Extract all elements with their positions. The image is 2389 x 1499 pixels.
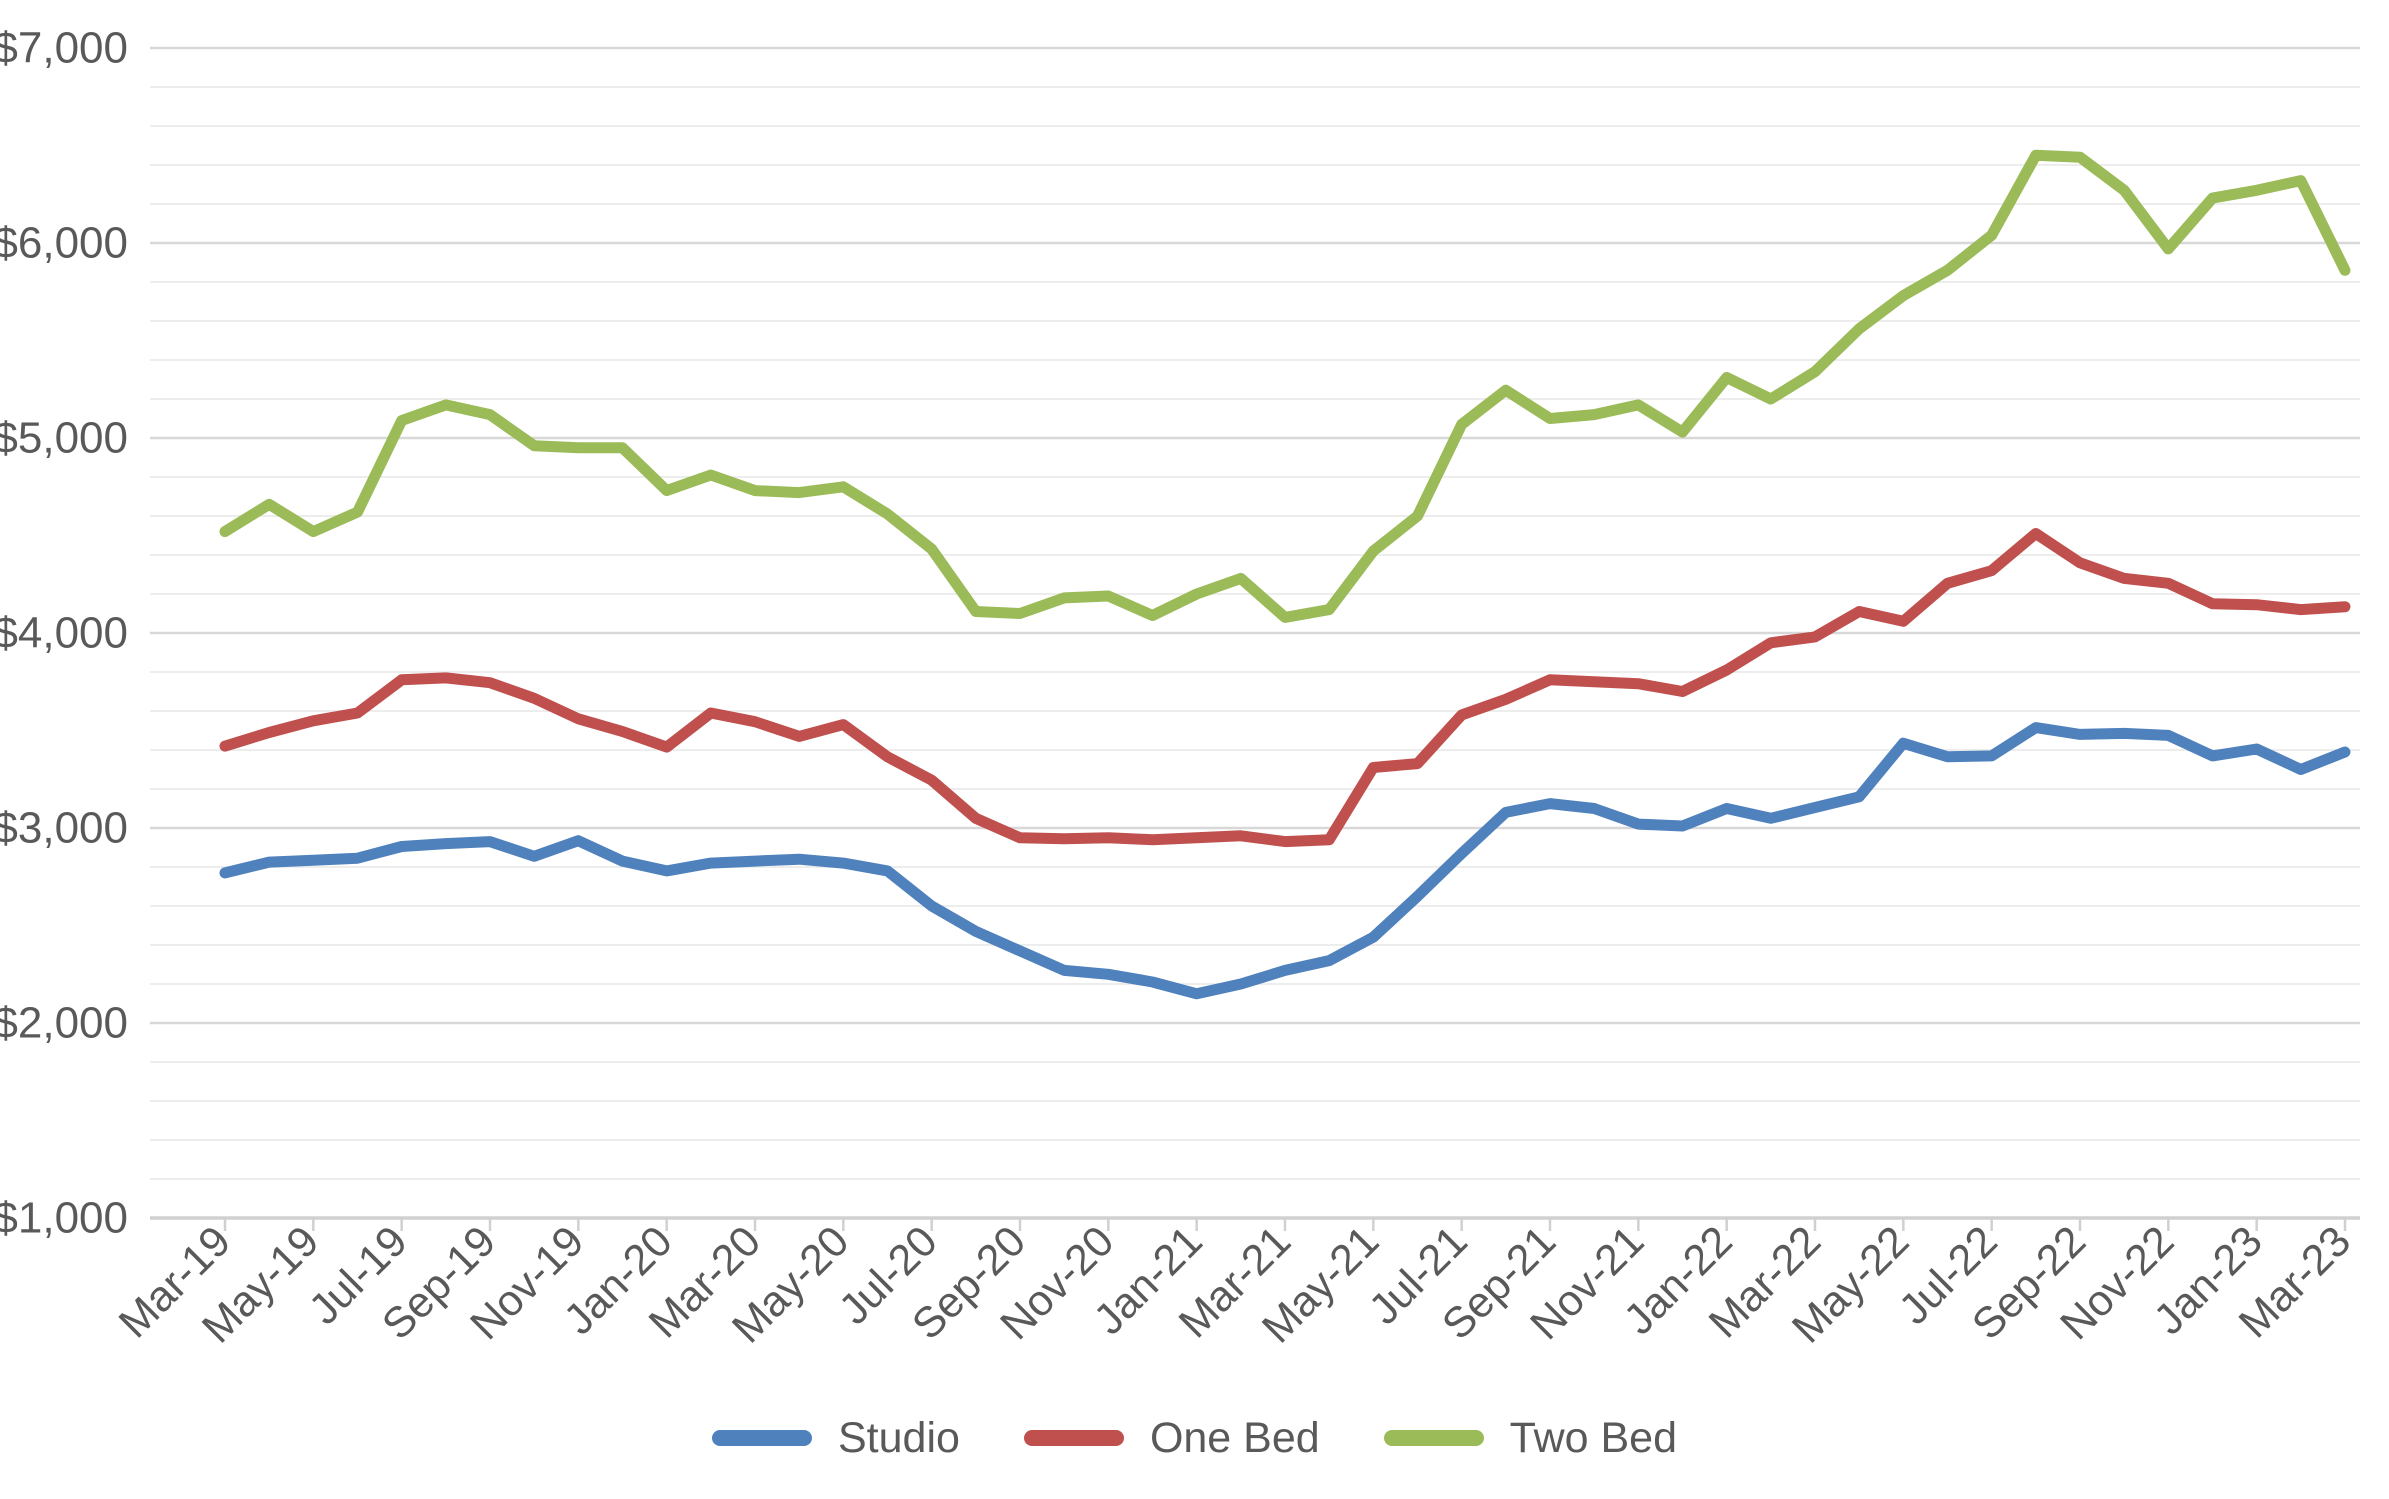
series-line-one-bed xyxy=(219,528,2351,848)
y-axis-label: $2,000 xyxy=(0,999,128,1048)
y-axis-label: $7,000 xyxy=(0,24,128,73)
legend-item-studio: Studio xyxy=(712,1413,960,1462)
legend-label-two-bed: Two Bed xyxy=(1509,1413,1677,1462)
y-axis-label: $1,000 xyxy=(0,1194,128,1243)
legend-item-one-bed: One Bed xyxy=(1023,1413,1320,1462)
y-axis-label: $6,000 xyxy=(0,219,128,268)
chart-legend: Studio One Bed Two Bed xyxy=(0,1402,2389,1474)
y-axis-label: $5,000 xyxy=(0,414,128,463)
legend-swatch-one-bed xyxy=(1023,1430,1124,1446)
series-line-studio xyxy=(219,722,2351,1000)
y-axis-label: $4,000 xyxy=(0,609,128,658)
legend-swatch-studio xyxy=(712,1430,812,1446)
legend-label-studio: Studio xyxy=(838,1413,960,1462)
legend-label-one-bed: One Bed xyxy=(1149,1413,1320,1462)
y-axis-label: $3,000 xyxy=(0,804,128,853)
legend-swatch-two-bed xyxy=(1383,1430,1484,1446)
legend-item-two-bed: Two Bed xyxy=(1383,1413,1677,1462)
series-line-two-bed xyxy=(219,149,2351,623)
